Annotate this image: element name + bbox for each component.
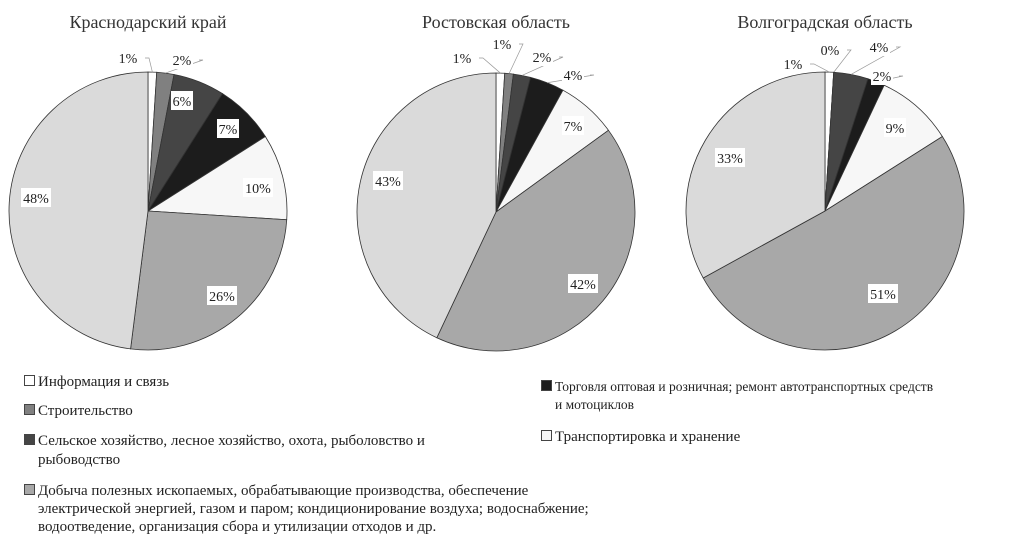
data-label: 0% (821, 44, 840, 59)
data-label: 2% (873, 70, 892, 85)
data-label: 7% (564, 120, 583, 135)
data-label-bg (568, 274, 598, 293)
legend-item-info: Информация и связь (24, 373, 169, 392)
data-label-bg (117, 48, 139, 67)
data-label-bg (451, 48, 473, 67)
legend-label: Транспортировка и хранение (555, 429, 741, 445)
legend-swatch (24, 484, 35, 495)
leader-line (810, 63, 830, 73)
pie-title: Краснодарский край (69, 12, 226, 32)
data-label: 1% (119, 52, 138, 67)
data-label-bg (562, 116, 584, 135)
data-label: 2% (173, 54, 192, 69)
data-label-bg (868, 37, 890, 56)
data-label: 43% (375, 175, 401, 190)
data-label: 6% (173, 95, 192, 110)
data-label: 1% (784, 58, 803, 73)
data-label-bg (217, 119, 239, 138)
data-label-bg (871, 66, 893, 85)
leader-line (479, 57, 501, 74)
pie-charts: Краснодарский край Ростовская область Волг… (8, 12, 965, 352)
pie-title: Ростовская область (422, 12, 570, 32)
legend-label: Добыча полезных ископаемых, обрабатывающ… (38, 483, 529, 499)
leader-line (508, 43, 524, 74)
legend-item-trade: Торговля оптовая и розничная; ремонт авт… (541, 378, 933, 414)
legend-item-transport: Транспортировка и хранение (541, 428, 740, 447)
legend-swatch (24, 434, 35, 445)
leader-line (521, 56, 564, 76)
legend-label: Торговля оптовая и розничная; ремонт авт… (555, 379, 934, 394)
pie-slice (356, 72, 497, 339)
legend-item-construction: Строительство (24, 402, 133, 421)
pie-slice (8, 71, 149, 350)
data-label: 7% (219, 123, 238, 138)
legend-label: водоотведение, организация сбора и утили… (38, 519, 437, 535)
pie-title: Волгоградская область (737, 12, 912, 32)
leader-line (850, 46, 902, 75)
pie-slice (685, 71, 826, 279)
data-label-bg (819, 40, 841, 59)
data-label: 42% (570, 278, 596, 293)
data-label: 1% (453, 52, 472, 67)
legend-label: Сельское хозяйство, лесное хозяйство, ох… (38, 433, 425, 449)
data-label: 4% (870, 41, 889, 56)
data-label-bg (171, 91, 193, 110)
legend-swatch (541, 430, 552, 441)
data-label-bg (531, 47, 553, 66)
leader-line (145, 57, 153, 73)
legend-label: рыбоводство (38, 452, 121, 468)
data-label-bg (884, 118, 906, 137)
data-label-bg (868, 284, 898, 303)
legend-swatch (24, 404, 35, 415)
legend-swatch (541, 380, 552, 391)
data-label-bg (373, 171, 403, 190)
leader-line (833, 49, 852, 73)
data-label-bg (171, 50, 193, 69)
data-label: 2% (533, 51, 552, 66)
data-label-bg (491, 34, 513, 53)
pie-slice (824, 84, 943, 213)
legend-label: Информация и связь (38, 374, 170, 390)
data-label-bg (243, 178, 273, 197)
data-label-bg (207, 286, 237, 305)
legend-label: электрической энергией, газом и паром; к… (38, 501, 589, 517)
legend-label: и мотоциклов (555, 397, 635, 412)
data-label-bg (782, 54, 804, 73)
legend-label: Строительство (38, 403, 133, 419)
data-label: 26% (209, 290, 235, 305)
data-label: 4% (564, 69, 583, 84)
data-label-bg (21, 188, 51, 207)
pie-slice (130, 210, 288, 351)
legend-item-agriculture: Сельское хозяйство, лесное хозяйство, ох… (24, 432, 425, 470)
pie-slice (436, 129, 636, 352)
legend-item-industry: Добыча полезных ископаемых, обрабатывающ… (24, 482, 589, 536)
data-label-bg (715, 148, 745, 167)
data-label: 48% (23, 192, 49, 207)
pie-slice (146, 135, 288, 221)
data-label-bg (562, 65, 584, 84)
data-label: 51% (870, 288, 896, 303)
pie-slice (702, 135, 965, 351)
legend-swatch (24, 375, 35, 386)
data-label: 1% (493, 38, 512, 53)
data-label: 10% (245, 182, 271, 197)
data-label: 33% (717, 152, 743, 167)
data-label: 9% (886, 122, 905, 137)
